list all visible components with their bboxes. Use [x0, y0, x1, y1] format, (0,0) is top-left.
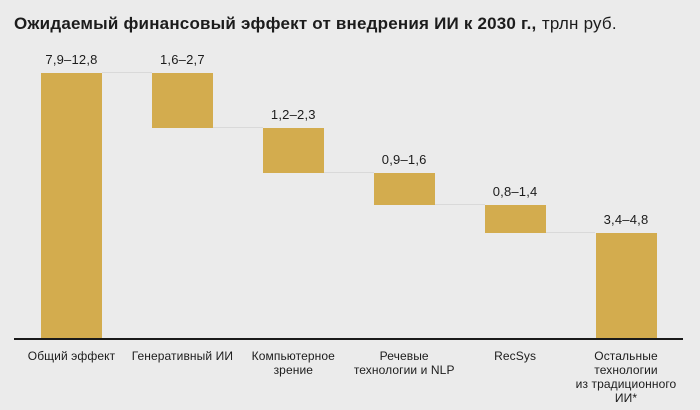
chart-title: Ожидаемый финансовый эффект от внедрения…	[14, 13, 617, 34]
step-connector-line	[323, 171, 374, 173]
bar-category-label: Речевые технологии и NLP	[353, 349, 455, 377]
waterfall-bar	[595, 233, 657, 338]
bar-category-label: Общий эффект	[27, 349, 116, 363]
waterfall-bar	[151, 73, 213, 129]
waterfall-bar	[373, 172, 435, 205]
x-axis-baseline	[14, 338, 683, 340]
bar-value-label: 7,9–12,8	[45, 52, 98, 67]
bar-value-label: 3,4–4,8	[603, 212, 649, 228]
bar-category-label: Компьютерное зрение	[251, 349, 335, 377]
chart-title-main: Ожидаемый финансовый эффект от внедрения…	[14, 14, 537, 33]
bar-value-label: 1,6–2,7	[160, 52, 205, 67]
step-connector-line	[545, 232, 596, 234]
bar-category-label: Генеративный ИИ	[131, 349, 234, 363]
waterfall-bar	[484, 204, 546, 234]
step-connector-line	[212, 127, 263, 129]
waterfall-bar	[41, 73, 102, 338]
bar-value-label: 1,2–2,3	[270, 107, 316, 123]
step-connector-line	[102, 72, 152, 73]
step-connector-line	[434, 203, 485, 205]
bar-value-label: 0,9–1,6	[381, 151, 427, 167]
chart-title-unit: трлн руб.	[541, 14, 617, 33]
bar-category-label: RecSys	[494, 349, 537, 363]
waterfall-bar	[262, 128, 324, 173]
bar-value-label: 0,8–1,4	[492, 183, 538, 199]
bar-category-label: Остальные технологии из традиционного ИИ…	[575, 349, 677, 405]
